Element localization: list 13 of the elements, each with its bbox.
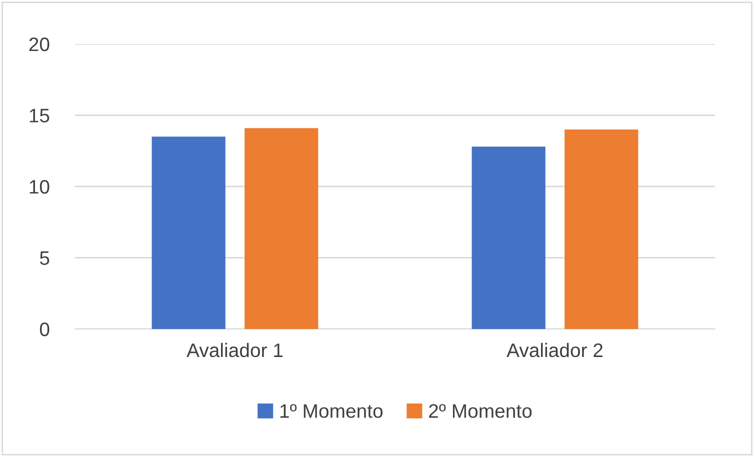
- bar: [152, 136, 226, 329]
- y-tick-label: 0: [40, 322, 50, 336]
- bar: [472, 146, 546, 329]
- y-tick-label: 20: [29, 37, 50, 52]
- y-tick-label: 15: [30, 108, 50, 122]
- x-tick-label: Avaliador 2: [506, 342, 602, 358]
- y-tick-label: 5: [40, 251, 50, 265]
- legend-label: 1º Momento: [280, 404, 383, 418]
- legend-label: 2º Momento: [429, 404, 532, 418]
- bar: [564, 130, 638, 329]
- x-tick-label: Avaliador 1: [186, 342, 283, 358]
- y-tick-label: 10: [30, 180, 50, 194]
- bar: [244, 128, 318, 329]
